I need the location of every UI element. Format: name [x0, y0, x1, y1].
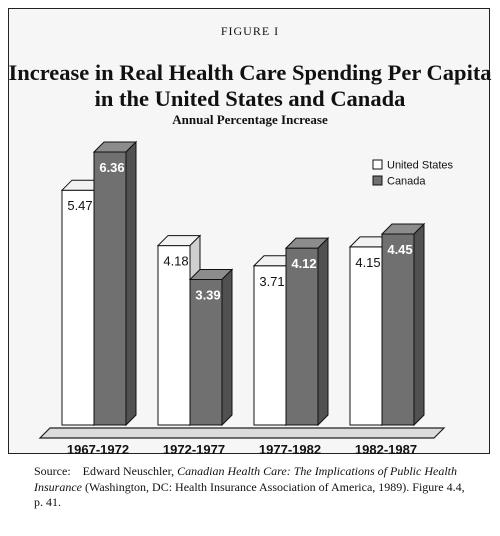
chart-subtitle: Annual Percentage Increase: [172, 112, 328, 127]
data-label: 3.71: [259, 274, 284, 289]
data-label: 4.12: [291, 256, 316, 271]
chart-title: Increase in Real Health Care Spending Pe…: [8, 60, 492, 111]
bar-canada-1982-1987: [381, 233, 415, 426]
bar-united-states-1972-1977: [157, 245, 191, 426]
bar-united-states-1977-1982: [253, 265, 287, 426]
bar-side: [413, 222, 425, 427]
bar-canada-1977-1982: [285, 247, 319, 426]
bar-side: [125, 140, 137, 427]
category-label: 1972-1977: [163, 442, 225, 457]
chart-floor: [38, 427, 446, 439]
source-note: Source: Edward Neuschler, Canadian Healt…: [34, 464, 474, 511]
data-label: 3.39: [195, 287, 220, 302]
bar-canada-1967-1972: [93, 151, 127, 426]
data-label: 5.47: [67, 198, 92, 213]
source-details: (Washington, DC: Health Insurance Associ…: [34, 479, 465, 510]
category-label: 1967-1972: [67, 442, 129, 457]
bar-chart: 5.47 6.36 1967-1972 4.18 3.39 1972-1977 3.71 4.…: [38, 140, 454, 457]
data-label: 4.15: [355, 255, 380, 270]
bar-side: [317, 236, 329, 427]
figure-label: FIGURE I: [220, 24, 280, 38]
data-label: 6.36: [99, 160, 124, 175]
bar-united-states-1982-1987: [349, 246, 383, 426]
source-book-title: Canadian Health Care: The Implications o…: [34, 464, 458, 494]
data-label: 4.45: [387, 242, 412, 257]
legend-swatch: [372, 175, 383, 186]
legend-entry: United States: [387, 160, 454, 172]
category-label: 1982-1987: [355, 442, 417, 457]
bar-united-states-1967-1972: [61, 189, 95, 426]
bar-side: [221, 268, 233, 427]
legend-entry: Canada: [387, 176, 426, 188]
legend-swatch: [372, 159, 383, 170]
category-label: 1977-1982: [259, 442, 321, 457]
source-prefix: Source:: [34, 464, 71, 478]
data-label: 4.18: [163, 254, 188, 269]
source-author: Edward Neuschler,: [82, 464, 175, 478]
